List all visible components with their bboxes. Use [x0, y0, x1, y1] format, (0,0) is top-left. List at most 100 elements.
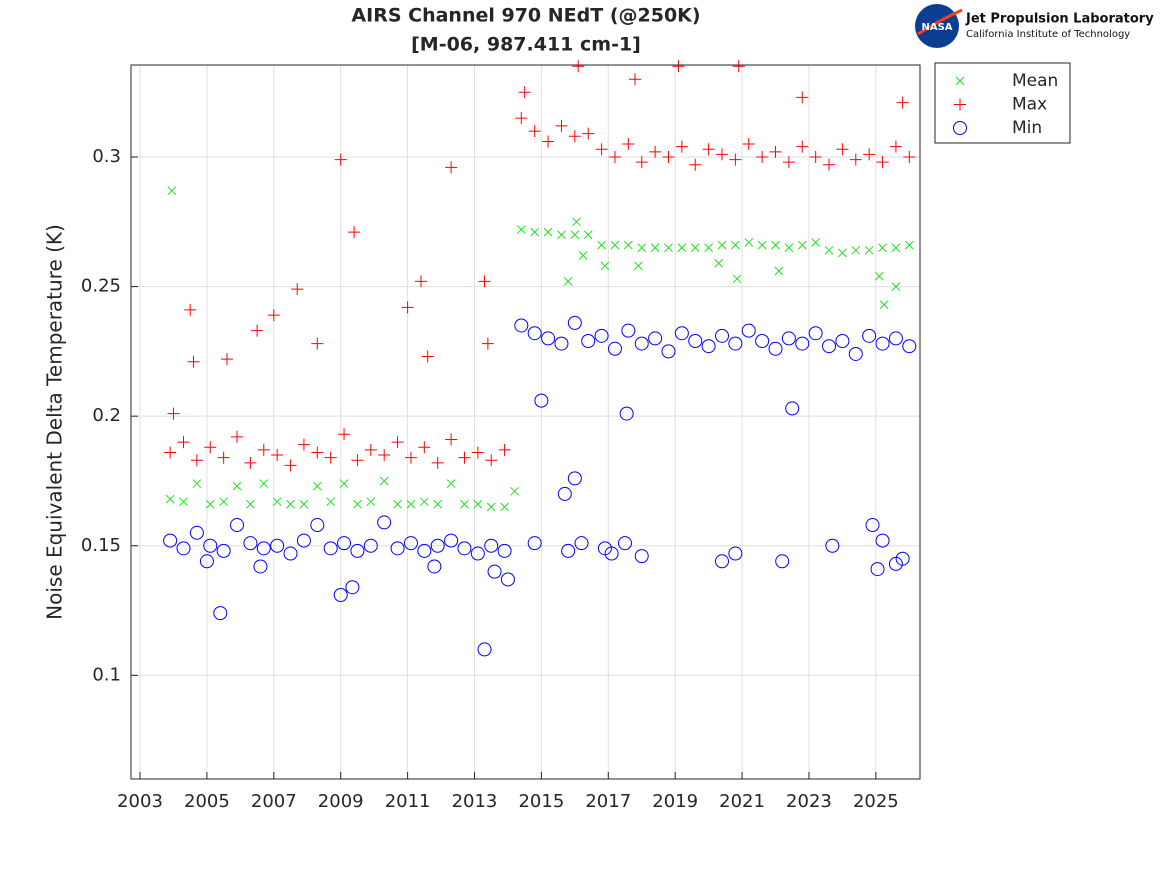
- y-tick-label: 0.15: [81, 535, 121, 556]
- point: [364, 443, 377, 456]
- point: [471, 446, 484, 459]
- point: [879, 300, 889, 310]
- point: [430, 538, 445, 553]
- point: [809, 151, 822, 164]
- point: [600, 261, 610, 271]
- point: [184, 303, 197, 316]
- point: [311, 337, 324, 350]
- point: [421, 350, 434, 363]
- point: [485, 454, 498, 467]
- point: [481, 337, 494, 350]
- point: [230, 518, 245, 533]
- x-tick-label: 2023: [786, 791, 832, 812]
- point: [561, 543, 576, 558]
- point: [848, 346, 863, 361]
- plot-frame: [130, 64, 921, 780]
- point: [608, 151, 621, 164]
- point: [445, 161, 458, 174]
- point: [187, 355, 200, 368]
- point: [604, 546, 619, 561]
- point: [270, 538, 285, 553]
- point: [457, 541, 472, 556]
- point: [634, 336, 649, 351]
- point: [337, 536, 352, 551]
- point: [862, 328, 877, 343]
- point: [796, 140, 809, 153]
- logo-subtitle: California Institute of Technology: [966, 29, 1130, 40]
- point: [339, 479, 349, 488]
- y-tick-label: 0.2: [92, 405, 121, 426]
- point: [714, 328, 729, 343]
- point: [350, 543, 365, 558]
- x-tick-label: 2013: [452, 791, 498, 812]
- point: [348, 226, 361, 239]
- point: [500, 502, 509, 512]
- point: [189, 525, 204, 540]
- point: [163, 533, 178, 548]
- point: [324, 451, 337, 464]
- point: [243, 536, 258, 551]
- point: [824, 245, 834, 255]
- point: [473, 499, 483, 509]
- point: [297, 438, 310, 451]
- point: [179, 497, 188, 507]
- point: [334, 153, 347, 166]
- point: [167, 186, 177, 196]
- point: [623, 240, 633, 250]
- point: [244, 456, 257, 469]
- point: [672, 60, 685, 73]
- point: [629, 73, 642, 86]
- point: [516, 225, 526, 234]
- point: [582, 127, 595, 140]
- point: [581, 334, 596, 349]
- point: [864, 245, 874, 255]
- point: [484, 538, 499, 553]
- point: [878, 243, 887, 253]
- point: [823, 158, 836, 171]
- point: [353, 499, 362, 509]
- point: [557, 486, 572, 501]
- point: [477, 642, 492, 657]
- point: [578, 251, 588, 260]
- point: [757, 240, 767, 250]
- x-tick-label: 2007: [251, 791, 297, 812]
- point: [896, 96, 909, 109]
- point: [634, 261, 643, 271]
- point: [622, 138, 635, 151]
- y-tick-label: 0.3: [92, 146, 121, 167]
- point: [701, 339, 716, 354]
- point: [338, 428, 351, 441]
- point: [379, 476, 389, 486]
- point: [649, 145, 662, 158]
- point: [404, 451, 417, 464]
- point: [296, 533, 311, 548]
- point: [497, 543, 512, 558]
- point: [220, 353, 233, 366]
- point: [299, 499, 309, 509]
- point: [256, 541, 271, 556]
- legend-label: Min: [1012, 118, 1042, 138]
- logo-agency: NASA: [921, 22, 952, 33]
- point: [741, 323, 756, 338]
- point: [875, 533, 890, 548]
- point: [527, 326, 542, 341]
- point: [774, 266, 784, 276]
- point: [403, 536, 418, 551]
- point: [714, 554, 729, 569]
- point: [445, 433, 458, 446]
- point: [594, 328, 609, 343]
- point: [895, 551, 910, 566]
- legend-marker: [953, 121, 967, 135]
- point: [176, 541, 191, 556]
- point: [903, 151, 916, 164]
- point: [510, 486, 519, 496]
- point: [446, 479, 456, 488]
- y-tick-label: 0.1: [92, 664, 121, 685]
- plot-background: [131, 65, 920, 779]
- point: [470, 546, 485, 561]
- point: [781, 331, 796, 346]
- point: [728, 336, 743, 351]
- point: [595, 143, 608, 156]
- point: [557, 230, 566, 240]
